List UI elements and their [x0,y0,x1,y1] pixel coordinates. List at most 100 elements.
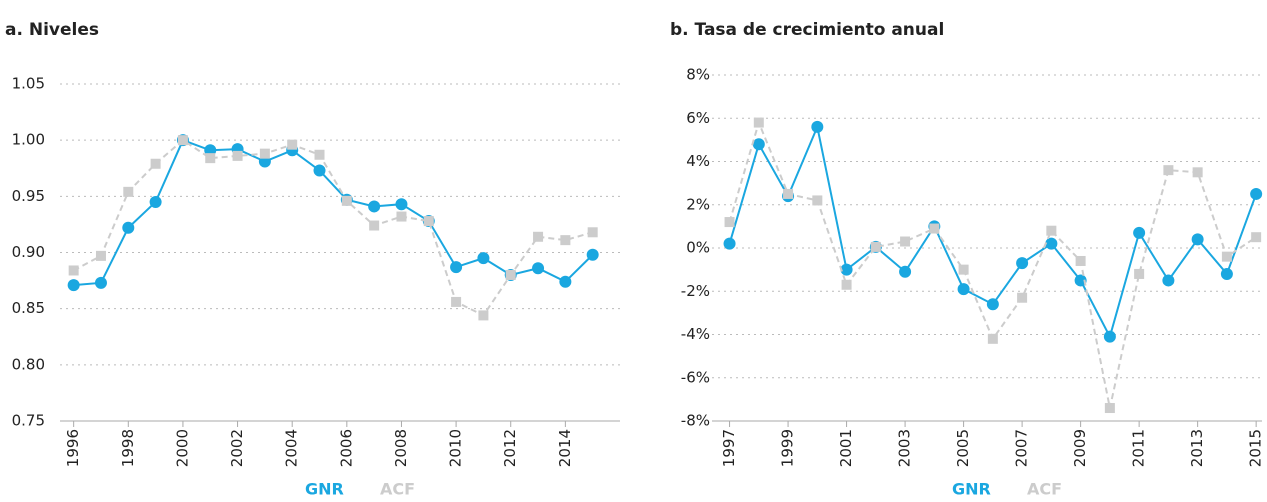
y-tick-label: 1.00 [12,131,45,149]
point [724,217,735,228]
point [396,211,407,222]
point [1251,232,1262,243]
point [94,276,107,289]
point [395,198,408,211]
point [533,231,544,242]
y-tick-label: 0% [686,239,710,257]
point [840,263,853,276]
point [841,279,852,290]
y-tick-label: -4% [681,325,710,343]
x-tick-label: 2014 [556,429,574,467]
point [1016,257,1029,270]
point [150,158,161,169]
point [811,120,824,133]
y-tick-label: 4% [686,152,710,170]
x-tick-label: 1999 [779,429,797,467]
y-tick-label: 6% [686,109,710,127]
point [1046,225,1057,236]
point [259,148,270,159]
x-tick-label: 2013 [1188,429,1206,467]
y-tick-label: 8% [686,66,710,84]
point [478,310,489,321]
point [1192,167,1203,178]
point [586,248,599,261]
point [1162,274,1175,287]
chart-title: b. Tasa de crecimiento anual [670,20,944,40]
point [369,220,380,231]
x-tick-label: 2008 [392,429,410,467]
legend-entry: ACF [1027,480,1062,499]
point [205,153,216,164]
point [723,237,736,250]
x-tick-label: 2001 [837,429,855,467]
point [68,265,79,276]
point [900,236,911,247]
point [477,252,490,265]
y-tick-label: -6% [681,368,710,386]
x-tick-label: 2011 [1130,429,1148,467]
x-tick-label: 2015 [1247,429,1265,467]
x-tick-label: 1997 [720,429,738,467]
point [423,216,434,227]
point [341,195,352,206]
point [450,261,463,274]
y-tick-label: 0.95 [12,187,45,205]
point [123,186,134,197]
point [986,298,999,311]
point [1103,330,1116,343]
point [177,135,188,146]
point [899,265,912,278]
point [1221,251,1232,262]
point [957,283,970,296]
x-tick-label: 1998 [119,429,137,467]
x-tick-label: 2003 [896,429,914,467]
point [783,188,794,199]
point [753,117,764,128]
point [532,262,545,275]
point [1104,403,1115,414]
x-tick-label: 2006 [337,429,355,467]
point [149,195,162,208]
legend-entry: GNR [305,480,344,499]
x-tick-label: 2004 [283,429,301,467]
point [1220,267,1233,280]
point [752,138,765,151]
point [1133,226,1146,239]
x-tick-label: 1996 [64,429,82,467]
y-tick-label: 2% [686,195,710,213]
point [505,269,516,280]
point [232,150,243,161]
legend-entry: ACF [380,480,415,499]
y-tick-label: 0.80 [12,355,45,373]
point [1075,255,1086,266]
point [1017,292,1028,303]
x-tick-label: 2005 [954,429,972,467]
point [1191,233,1204,246]
point [67,279,80,292]
x-tick-label: 2009 [1071,429,1089,467]
y-tick-label: -2% [681,282,710,300]
x-tick-label: 2002 [228,429,246,467]
series-line [728,119,1257,409]
point [451,296,462,307]
legend-entry: GNR [952,480,991,499]
point [587,227,598,238]
x-tick-label: 2012 [501,429,519,467]
point [314,149,325,160]
point [958,264,969,275]
point [313,164,326,177]
point [1045,237,1058,250]
point [1250,187,1263,200]
point [122,221,135,234]
point [95,250,106,261]
point [1074,274,1087,287]
point [559,275,572,288]
point [870,241,881,252]
point [1134,268,1145,279]
y-tick-label: 0.85 [12,299,45,317]
point [1163,165,1174,176]
y-tick-label: 1.05 [12,75,45,93]
point [287,139,298,150]
y-tick-label: 0.75 [12,412,45,430]
point [929,223,940,234]
